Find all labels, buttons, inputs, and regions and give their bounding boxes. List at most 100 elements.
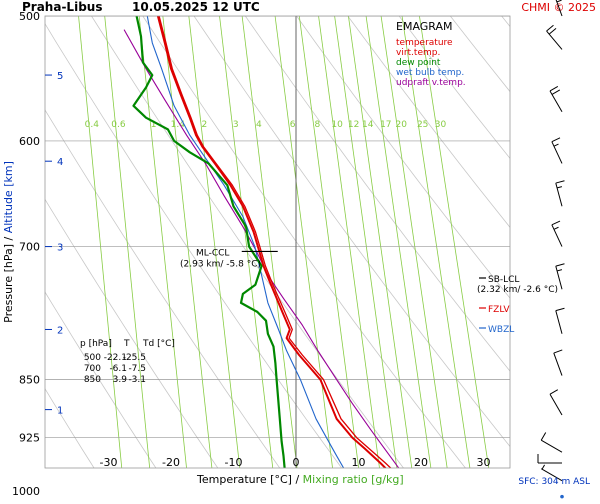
station-name: Praha-Libus (22, 0, 102, 14)
dry-adiabat (45, 387, 95, 468)
dry-adiabat (91, 16, 404, 468)
wind-barb-staff (555, 310, 563, 334)
altitude-tick-label: 1 (57, 406, 63, 417)
mixing-ratio-line (365, 16, 432, 468)
mixing-ratio-label: 1 (151, 120, 157, 130)
wind-barb-staff (551, 224, 563, 247)
mixing-ratio-line (188, 16, 241, 468)
pressure-tick-label: 700 (19, 241, 40, 254)
dry-adiabat (398, 16, 510, 160)
mixing-ratio-line (241, 16, 298, 468)
table-header: Td [°C] (142, 339, 175, 349)
wind-barb-flag (549, 86, 559, 92)
dry-adiabat (45, 198, 219, 468)
dry-adiabat (244, 16, 510, 372)
wind-barb-flag (551, 220, 561, 226)
plot-area: 0.4 0.6 1 1.4 2 3 4 6 8 10 12 14 17 20 25 30ML-CCL(2.93… (45, 16, 510, 468)
pressure-tick-label: 925 (19, 432, 40, 445)
mixing-ratio-label: 12 (348, 120, 359, 130)
wind-barb (540, 432, 563, 453)
wind-barb-flag (549, 389, 559, 395)
mixing-ratio-label: 1.4 (171, 120, 186, 130)
mixing-ratio-line (138, 16, 187, 468)
dry-adiabat (347, 16, 510, 228)
mixing-ratio-line (298, 16, 360, 468)
mixing-ratio-label: 20 (395, 120, 407, 130)
pressure-tick-label: 600 (19, 135, 40, 148)
legend-entry: udpraft v.temp. (396, 78, 466, 88)
mixing-ratio-label: 3 (233, 120, 239, 130)
legend-title: EMAGRAM (396, 20, 453, 33)
wind-barb (555, 180, 565, 207)
virt_temp-line (158, 16, 392, 468)
mixing-ratio-label: 8 (315, 120, 321, 130)
altitude-tick-label: 2 (57, 325, 63, 336)
table-cell: 500 (84, 353, 101, 363)
wind-barb (537, 454, 562, 464)
legend-entry: dew point (396, 58, 441, 68)
wind-barb-staff (540, 468, 563, 482)
wind-barb-staff (555, 182, 563, 207)
wind-barb-half (556, 186, 563, 189)
wind-barb-flag (555, 180, 565, 184)
mixing-ratio-label: 30 (435, 120, 447, 130)
wind-barb (553, 349, 563, 376)
mixing-ratio-line (162, 16, 213, 468)
temperature-tick-label: -20 (162, 456, 180, 469)
altitude-tick-label: 4 (57, 157, 63, 168)
wind-barb-flag (553, 349, 563, 354)
wind-barb-staff (540, 439, 563, 453)
table-cell: -3.1 (128, 375, 146, 385)
mixing-ratio-label: 6 (290, 120, 296, 130)
wind-barb-half (553, 143, 559, 147)
wind-barb-flag (551, 89, 561, 95)
wind-barb-staff (555, 265, 563, 290)
altitude-tick-label: 3 (57, 243, 63, 254)
dry-adiabat (193, 16, 510, 448)
wind-barb-staff (549, 393, 563, 416)
wind-barb (555, 307, 565, 334)
pressure-tick-label: 1000 (12, 485, 40, 498)
mixing-ratio-line (318, 16, 380, 468)
mixing-ratio-label: 25 (417, 120, 428, 130)
table-cell: 3.9 (113, 375, 128, 385)
ml-ccl-value: (2.93 km/ -5.8 °C) (180, 259, 261, 269)
wind-barb (555, 263, 565, 290)
mixing-ratio-line (104, 16, 151, 468)
wind-barb-staff (551, 141, 563, 164)
temperature-tick-label: 30 (477, 456, 491, 469)
temperature-tick-label: 0 (293, 456, 300, 469)
mixing-ratio-line (274, 16, 333, 468)
dry-adiabat (45, 109, 281, 468)
legend-entry: virt.temp. (396, 48, 440, 58)
wind-barb-flag (546, 24, 554, 32)
updraft-line (123, 29, 400, 468)
legend-entry: temperature (396, 38, 453, 48)
dry-adiabat (296, 16, 510, 299)
wind-barb (540, 464, 563, 482)
mixing-ratio-label: 2 (202, 120, 208, 130)
table-cell: -7.5 (128, 364, 146, 374)
table-cell: -6.1 (109, 364, 127, 374)
mixing-ratio-line (380, 16, 448, 468)
wind-barb-half (541, 464, 546, 470)
temperature-tick-label: 20 (414, 456, 428, 469)
fzlv-label: FZLV (488, 305, 510, 315)
wind-barb (551, 220, 563, 247)
wind-barb-staff (555, 0, 563, 17)
mixing-ratio-label: 14 (362, 120, 374, 130)
sb-lcl-value: (2.32 km/ -2.6 °C) (477, 285, 558, 295)
mixing-ratio-label: 17 (380, 120, 391, 130)
table-cell: 850 (84, 375, 101, 385)
dry-adiabat (501, 16, 510, 28)
wind-barb-flag (555, 263, 565, 267)
wind-barb-half (556, 0, 562, 3)
pressure-tick-label: 850 (19, 374, 40, 387)
temperature-tick-label: 10 (352, 456, 366, 469)
ml-ccl-label: ML-CCL (196, 248, 229, 258)
x-axis-title: Temperature [°C] / Mixing ratio [g/kg] (196, 473, 404, 486)
table-cell: 700 (84, 364, 101, 374)
wind-barb-flag (555, 307, 565, 312)
temperature-tick-label: -30 (100, 456, 118, 469)
